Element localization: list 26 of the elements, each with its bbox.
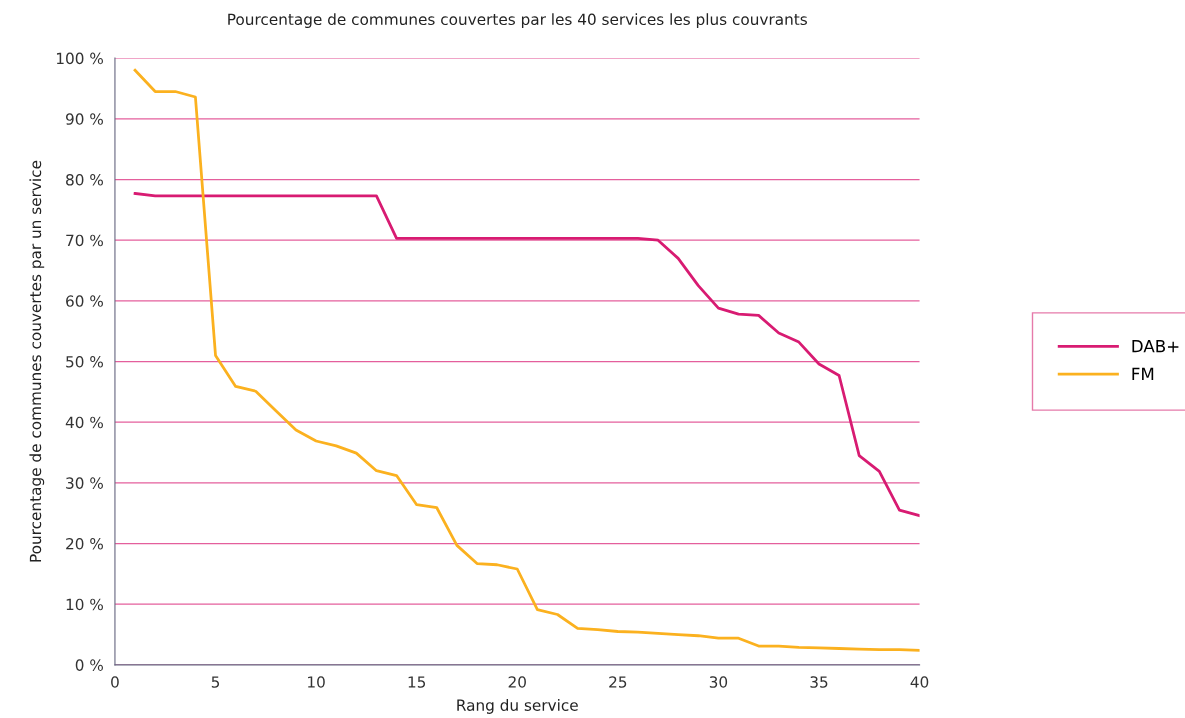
x-tick-label: 10 — [308, 676, 325, 688]
line-series — [133, 68, 920, 652]
x-tick-label: 20 — [508, 676, 526, 688]
x-tick-label: 35 — [810, 676, 828, 688]
y-tick-label: 40 % — [65, 416, 103, 429]
x-tick-label: 25 — [609, 676, 627, 688]
x-tick-label: 0 — [111, 676, 119, 688]
y-tick-label: 0 % — [75, 659, 103, 671]
y-tick-label: 30 % — [66, 477, 103, 489]
y-tick-label: 90 % — [65, 113, 103, 125]
x-tick-label: 15 — [408, 676, 426, 688]
y-tick-label: 60 % — [66, 295, 103, 307]
x-tick-label: 30 — [709, 676, 728, 688]
y-tick-label: 100 % — [56, 52, 103, 65]
x-tick-label: 5 — [211, 676, 220, 688]
legend-label: FM — [1132, 367, 1154, 381]
legend-label: DAB+ — [1132, 340, 1179, 353]
y-tick-label: 70 % — [66, 234, 103, 247]
x-tick-label: 40 — [910, 676, 929, 688]
chart-title: Pourcentage de communes couvertes par les 40 services les plus couvrants — [228, 13, 807, 28]
y-tick-label: 50 % — [66, 355, 103, 368]
y-tick-label: 10 % — [66, 598, 103, 611]
x-axis-title: Rang du service — [457, 699, 578, 714]
y-tick-label: 20 % — [66, 537, 103, 550]
y-tick-label: 80 % — [66, 173, 103, 186]
y-axis-title: Pourcentage de communes couvertes par un service — [29, 160, 45, 562]
